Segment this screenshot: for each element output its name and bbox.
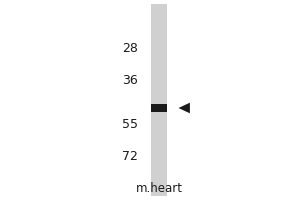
Polygon shape [178,103,190,113]
Text: 28: 28 [122,42,138,54]
Bar [151,4,167,196]
Text: 36: 36 [122,73,138,86]
Text: 72: 72 [122,150,138,162]
Text: 55: 55 [122,117,138,130]
Bar [151,104,167,112]
Text: m.heart: m.heart [136,182,182,194]
